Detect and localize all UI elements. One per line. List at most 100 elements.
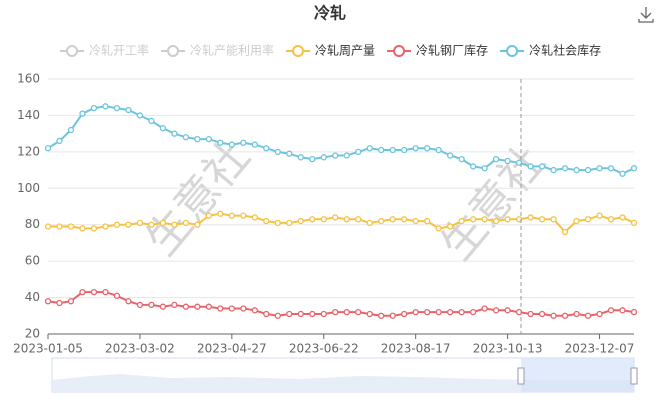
data-point	[79, 288, 86, 296]
data-point	[309, 216, 316, 223]
data-point	[286, 150, 293, 157]
data-point	[435, 146, 442, 154]
legend-label: 冷轧周产量	[315, 44, 375, 58]
zoom-handle[interactable]	[630, 367, 638, 385]
legend-swatch	[393, 45, 406, 57]
legend-item[interactable]: 冷轧钢厂库存	[387, 43, 488, 58]
data-point	[113, 221, 121, 228]
legend-swatch	[292, 45, 305, 57]
data-point	[561, 312, 569, 319]
download-icon[interactable]	[638, 7, 654, 23]
data-point	[136, 301, 144, 309]
data-point	[619, 214, 626, 221]
data-point	[378, 312, 385, 319]
data-point	[148, 221, 155, 228]
legend-label: 冷轧开工率	[89, 43, 149, 58]
data-point	[228, 212, 235, 219]
data-point	[113, 104, 121, 112]
data-point	[355, 216, 362, 223]
y-tick-label: 20	[25, 327, 40, 341]
data-point	[492, 307, 500, 314]
data-point	[148, 301, 155, 309]
data-point	[194, 135, 201, 143]
data-point	[44, 145, 52, 152]
data-point	[538, 216, 546, 223]
data-point	[584, 312, 592, 319]
y-tick-label: 40	[25, 290, 40, 304]
data-point	[332, 152, 339, 159]
chart-title: 冷轧	[314, 4, 346, 23]
data-point	[182, 303, 190, 310]
data-point	[458, 217, 465, 225]
data-point	[56, 299, 63, 307]
data-point	[366, 310, 373, 318]
x-tick-label: 2023-12-07	[565, 342, 635, 356]
data-point	[504, 216, 511, 223]
legend-swatch	[167, 45, 180, 57]
legend-item[interactable]: 冷轧社会库存	[500, 43, 601, 58]
data-point	[125, 221, 132, 228]
data-point	[343, 308, 350, 316]
data-point	[481, 165, 488, 172]
data-point	[550, 312, 557, 319]
data-point	[492, 217, 500, 225]
legend-item[interactable]: 冷轧产能利用率	[161, 43, 274, 58]
legend-label: 冷轧产能利用率	[190, 43, 274, 58]
data-point	[320, 310, 327, 318]
data-point	[79, 110, 86, 117]
data-point	[504, 307, 511, 314]
data-point	[561, 228, 569, 236]
data-point	[205, 212, 213, 219]
data-point	[596, 212, 603, 219]
data-point	[561, 165, 569, 172]
data-point	[481, 305, 488, 312]
download-glyph	[638, 7, 654, 23]
data-point	[125, 298, 132, 305]
data-point	[343, 152, 350, 159]
data-point	[355, 308, 362, 316]
y-tick-label: 120	[17, 144, 40, 158]
data-point	[148, 117, 155, 125]
data-point	[619, 170, 626, 177]
data-point	[56, 137, 63, 145]
data-point	[136, 219, 144, 227]
x-tick-label: 2023-01-05	[13, 342, 83, 356]
data-point	[90, 225, 98, 232]
data-point	[113, 292, 121, 299]
data-point	[56, 223, 63, 230]
legend-item[interactable]: 冷轧周产量	[286, 44, 375, 58]
data-point	[217, 305, 224, 312]
data-point	[366, 219, 373, 227]
data-point	[424, 308, 431, 316]
data-point	[171, 221, 178, 228]
x-tick-label: 2023-04-27	[197, 342, 267, 356]
legend-item[interactable]: 冷轧开工率	[60, 43, 149, 58]
data-point	[538, 310, 546, 318]
data-point	[309, 310, 316, 318]
data-point	[182, 219, 190, 227]
data-point	[297, 154, 304, 161]
data-point	[607, 307, 615, 314]
data-point	[297, 217, 304, 225]
series-line	[47, 291, 635, 317]
data-point	[401, 310, 408, 318]
data-point	[286, 310, 293, 318]
data-point	[297, 310, 304, 318]
data-point	[458, 308, 465, 316]
data-point	[251, 214, 258, 221]
data-point	[332, 214, 339, 221]
data-point	[355, 148, 362, 156]
zoom-selection	[521, 358, 634, 392]
data-point	[412, 308, 419, 316]
zoom-handle[interactable]	[517, 367, 525, 385]
data-point	[263, 310, 270, 318]
x-tick-label: 2023-10-13	[473, 342, 543, 356]
data-point	[125, 106, 132, 114]
data-point	[435, 308, 442, 316]
data-point	[90, 104, 98, 112]
data-point	[584, 216, 592, 223]
series-line	[47, 105, 635, 175]
x-tick-label: 2023-08-17	[381, 342, 451, 356]
data-point	[228, 141, 235, 148]
data-zoom[interactable]	[51, 357, 638, 393]
